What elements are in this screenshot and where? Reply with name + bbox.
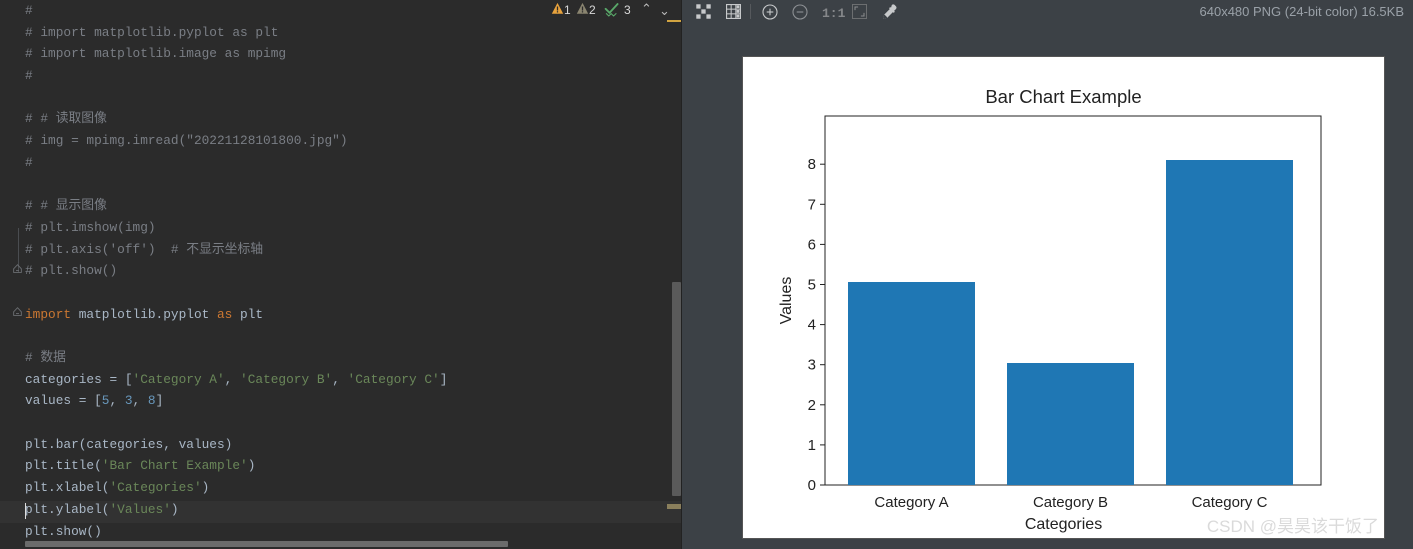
svg-text:Bar Chart Example: Bar Chart Example — [985, 86, 1141, 107]
svg-text:7: 7 — [808, 196, 816, 213]
svg-text:Category A: Category A — [874, 494, 948, 511]
svg-text:Category C: Category C — [1192, 494, 1268, 511]
svg-text:8: 8 — [808, 156, 816, 173]
svg-text:0: 0 — [808, 477, 816, 494]
svg-text:CSDN @昊昊该干饭了: CSDN @昊昊该干饭了 — [1207, 517, 1379, 536]
svg-text:Values: Values — [778, 276, 795, 324]
svg-text:6: 6 — [808, 236, 816, 253]
svg-text:4: 4 — [808, 316, 816, 333]
svg-text:Category B: Category B — [1033, 494, 1108, 511]
svg-text:2: 2 — [808, 396, 816, 413]
svg-text:Categories: Categories — [1025, 516, 1102, 533]
svg-text:1: 1 — [808, 436, 816, 453]
svg-text:3: 3 — [808, 356, 816, 373]
svg-text:5: 5 — [808, 276, 816, 293]
